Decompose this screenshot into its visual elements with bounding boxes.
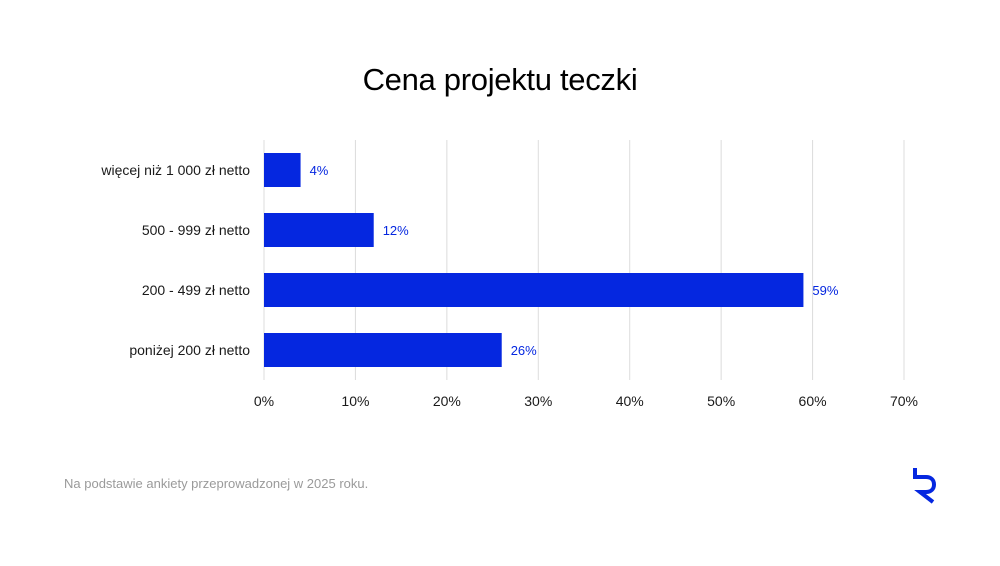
x-tick-label: 20% <box>433 393 461 409</box>
value-label: 26% <box>511 343 537 358</box>
x-tick-label: 70% <box>890 393 918 409</box>
labels: 0% 10% 20% 30% 40% 50% 60% 70% więcej niż 1 000 … <box>100 162 918 409</box>
category-label: 200 - 499 zł netto <box>142 282 250 298</box>
x-tick-label: 50% <box>707 393 735 409</box>
bar <box>264 153 301 187</box>
category-label: więcej niż 1 000 zł netto <box>100 162 250 178</box>
x-tick-label: 40% <box>616 393 644 409</box>
bar <box>264 333 502 367</box>
category-label: poniżej 200 zł netto <box>129 342 250 358</box>
source-note: Na podstawie ankiety przeprowadzonej w 2… <box>64 476 369 491</box>
x-tick-label: 60% <box>799 393 827 409</box>
bar <box>264 273 804 307</box>
value-label: 12% <box>383 223 409 238</box>
brand-r-logo-icon <box>913 468 937 504</box>
value-label: 4% <box>310 163 329 178</box>
bar <box>264 213 374 247</box>
chart-title: Cena projektu teczki <box>362 62 638 97</box>
category-label: 500 - 999 zł netto <box>142 222 250 238</box>
x-tick-label: 10% <box>341 393 369 409</box>
value-label: 59% <box>812 283 838 298</box>
x-tick-label: 30% <box>524 393 552 409</box>
bars <box>264 153 804 367</box>
x-tick-label: 0% <box>254 393 274 409</box>
